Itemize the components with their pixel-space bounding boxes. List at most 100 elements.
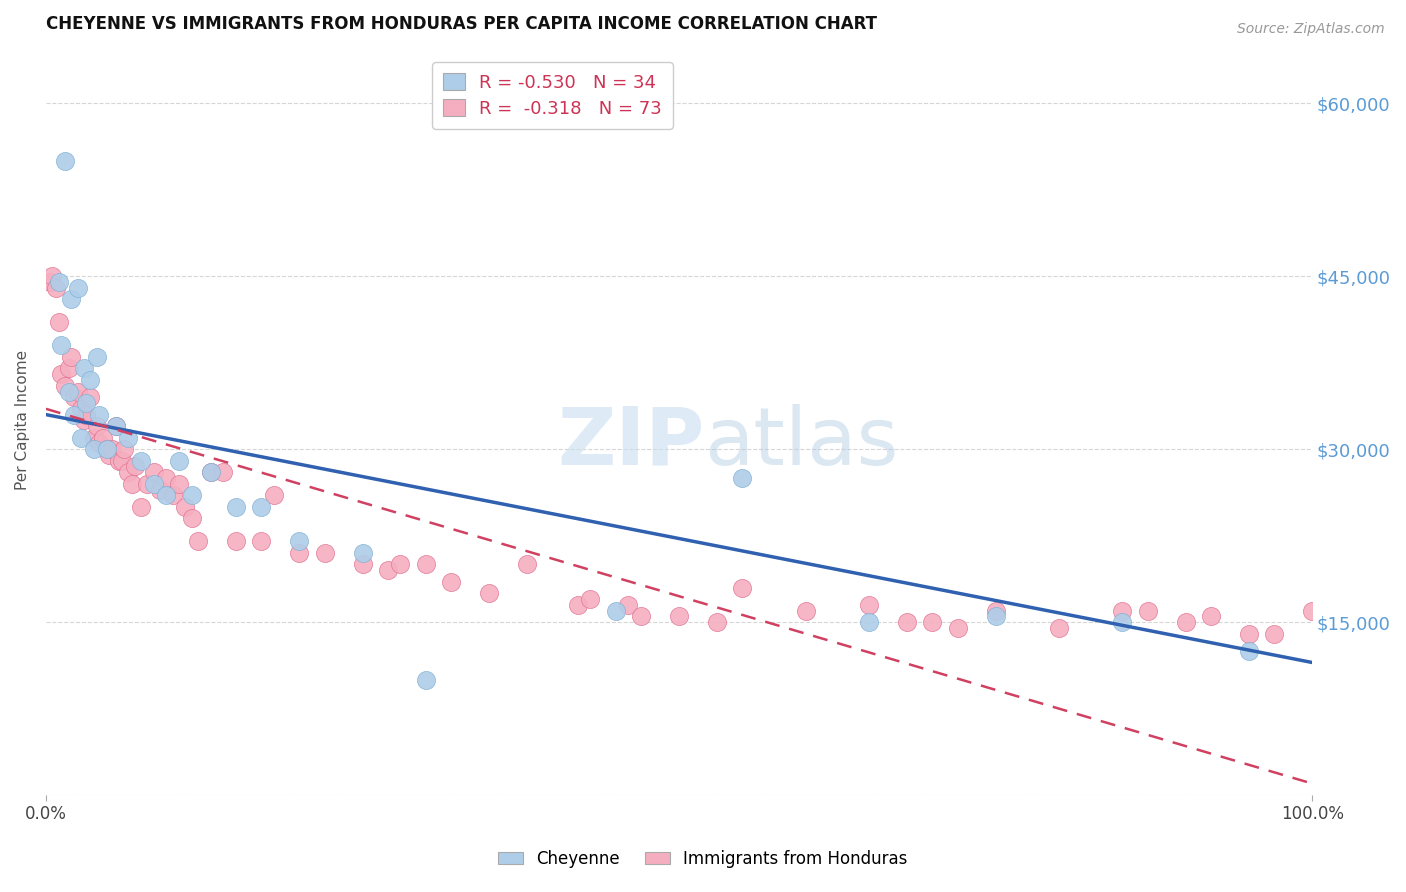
Point	[946, 621, 969, 635]
Point	[984, 609, 1007, 624]
Point	[174, 500, 197, 514]
Y-axis label: Per Capita Income: Per Capita Income	[15, 351, 30, 491]
Point	[167, 453, 190, 467]
Point	[1111, 615, 1133, 629]
Point	[1263, 626, 1285, 640]
Point	[89, 436, 111, 450]
Point	[731, 581, 754, 595]
Point	[91, 431, 114, 445]
Point	[731, 471, 754, 485]
Point	[86, 419, 108, 434]
Point	[352, 546, 374, 560]
Point	[858, 615, 880, 629]
Point	[415, 673, 437, 687]
Point	[83, 431, 105, 445]
Point	[794, 604, 817, 618]
Point	[104, 419, 127, 434]
Point	[630, 609, 652, 624]
Point	[58, 384, 80, 399]
Point	[858, 598, 880, 612]
Point	[668, 609, 690, 624]
Text: atlas: atlas	[704, 404, 898, 482]
Point	[79, 373, 101, 387]
Point	[288, 546, 311, 560]
Point	[921, 615, 943, 629]
Point	[162, 488, 184, 502]
Legend: R = -0.530   N = 34, R =  -0.318   N = 73: R = -0.530 N = 34, R = -0.318 N = 73	[432, 62, 672, 128]
Point	[111, 453, 134, 467]
Point	[567, 598, 589, 612]
Point	[96, 442, 118, 457]
Point	[225, 500, 247, 514]
Point	[45, 281, 67, 295]
Point	[1237, 644, 1260, 658]
Point	[73, 361, 96, 376]
Point	[53, 378, 76, 392]
Point	[1301, 604, 1323, 618]
Point	[149, 483, 172, 497]
Point	[896, 615, 918, 629]
Point	[66, 384, 89, 399]
Point	[63, 390, 86, 404]
Point	[352, 558, 374, 572]
Point	[250, 500, 273, 514]
Point	[38, 275, 60, 289]
Point	[377, 563, 399, 577]
Point	[58, 361, 80, 376]
Point	[617, 598, 640, 612]
Point	[1136, 604, 1159, 618]
Point	[124, 459, 146, 474]
Point	[121, 476, 143, 491]
Point	[51, 368, 73, 382]
Point	[108, 453, 131, 467]
Point	[263, 488, 285, 502]
Point	[478, 586, 501, 600]
Point	[114, 442, 136, 457]
Point	[155, 471, 177, 485]
Point	[167, 476, 190, 491]
Point	[129, 500, 152, 514]
Point	[250, 534, 273, 549]
Point	[41, 269, 63, 284]
Point	[605, 604, 627, 618]
Point	[187, 534, 209, 549]
Legend: Cheyenne, Immigrants from Honduras: Cheyenne, Immigrants from Honduras	[492, 844, 914, 875]
Point	[136, 476, 159, 491]
Point	[1237, 626, 1260, 640]
Point	[60, 350, 83, 364]
Point	[101, 442, 124, 457]
Point	[79, 390, 101, 404]
Point	[440, 574, 463, 589]
Point	[984, 604, 1007, 618]
Point	[180, 488, 202, 502]
Text: ZIP: ZIP	[557, 404, 704, 482]
Point	[70, 401, 93, 416]
Point	[1111, 604, 1133, 618]
Point	[579, 592, 602, 607]
Point	[415, 558, 437, 572]
Point	[48, 275, 70, 289]
Point	[129, 453, 152, 467]
Text: CHEYENNE VS IMMIGRANTS FROM HONDURAS PER CAPITA INCOME CORRELATION CHART: CHEYENNE VS IMMIGRANTS FROM HONDURAS PER…	[46, 15, 877, 33]
Point	[1174, 615, 1197, 629]
Point	[117, 465, 139, 479]
Point	[76, 408, 98, 422]
Point	[200, 465, 222, 479]
Point	[76, 396, 98, 410]
Point	[516, 558, 538, 572]
Point	[60, 293, 83, 307]
Point	[53, 153, 76, 168]
Point	[180, 511, 202, 525]
Point	[155, 488, 177, 502]
Point	[89, 408, 111, 422]
Point	[142, 476, 165, 491]
Point	[104, 419, 127, 434]
Point	[314, 546, 336, 560]
Point	[1199, 609, 1222, 624]
Point	[96, 442, 118, 457]
Point	[389, 558, 412, 572]
Point	[98, 448, 121, 462]
Point	[142, 465, 165, 479]
Text: Source: ZipAtlas.com: Source: ZipAtlas.com	[1237, 22, 1385, 37]
Point	[1047, 621, 1070, 635]
